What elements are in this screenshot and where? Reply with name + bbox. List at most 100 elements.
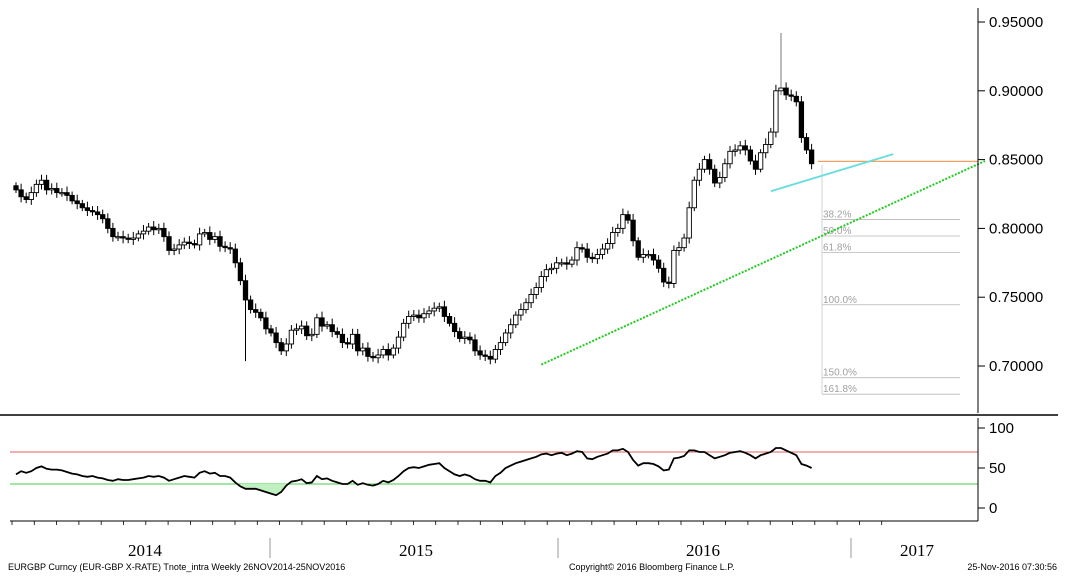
rsi-tick-label: 50 [989, 460, 1006, 477]
candle-body [737, 145, 743, 151]
candle-body [74, 200, 80, 205]
resistance-trend-line [770, 153, 894, 193]
candle-body [375, 354, 381, 359]
candle-body [712, 168, 718, 184]
candle-body [120, 236, 126, 239]
uptrend-line [540, 160, 986, 366]
candle-body [145, 226, 152, 232]
candle-body [620, 214, 626, 229]
candle-body [722, 163, 728, 178]
candle-body [43, 179, 50, 191]
year-label: 2015 [399, 541, 433, 560]
candle-body [584, 248, 590, 258]
candle-body [625, 214, 631, 221]
candle-body [671, 249, 677, 284]
candle-body [161, 227, 167, 238]
candle-body [411, 314, 417, 317]
candle-body [783, 87, 789, 96]
candle-body [696, 168, 703, 181]
candle-body [548, 267, 555, 271]
candle-body [487, 355, 493, 360]
candle-body [635, 240, 641, 258]
candle-body [604, 243, 611, 250]
candle-body [569, 259, 575, 265]
candle-body [559, 262, 565, 265]
candle-body [105, 218, 111, 229]
candle-body [314, 317, 320, 335]
candle-body [196, 233, 203, 246]
candle-body [446, 316, 453, 324]
candle-body [247, 299, 254, 311]
candle-body [406, 316, 412, 324]
candle-body [283, 343, 289, 352]
candle-body [33, 183, 40, 194]
candle-body [655, 259, 662, 269]
candle-body [706, 159, 713, 170]
candle-body [752, 160, 759, 170]
candle-body [355, 333, 361, 352]
price-tick-label: 0.85000 [989, 152, 1043, 169]
candle-body [258, 311, 264, 319]
candle-body [803, 137, 810, 151]
candle-body [645, 254, 652, 257]
candle-body [808, 149, 815, 165]
candle-body [768, 131, 774, 145]
price-tick-label: 0.80000 [989, 220, 1043, 237]
price-tick-label: 0.90000 [989, 83, 1043, 100]
candle-body [28, 192, 34, 200]
candle-body [217, 236, 223, 247]
rsi-tick-label: 0 [989, 500, 997, 517]
candle-body [467, 336, 473, 341]
candlesticks [13, 33, 815, 365]
candle-body [747, 149, 754, 162]
candle-body [492, 349, 499, 360]
candle-body [110, 227, 116, 238]
candle-body [13, 185, 19, 191]
candle-body [564, 262, 570, 265]
candle-body [788, 94, 794, 97]
candle-body [319, 317, 325, 327]
candle-body [426, 310, 432, 315]
candle-body [64, 192, 70, 196]
footer-timestamp: 25-Nov-2016 07:30:56 [967, 562, 1057, 572]
price-panel: 38.2% 50.0% 61.8% 100.0% 150.0% 161.8% [13, 33, 986, 395]
candle-body [732, 149, 738, 152]
candle-body [227, 247, 233, 250]
candle-body [100, 214, 106, 220]
rsi-oversold-fill [240, 484, 287, 496]
candle-body [349, 333, 356, 345]
candle-body [538, 276, 544, 289]
candle-body [763, 144, 769, 154]
trend-lines [540, 153, 986, 366]
candle-body [293, 328, 300, 331]
year-label: 2014 [128, 541, 163, 560]
fibonacci-levels: 38.2% 50.0% 61.8% 100.0% 150.0% 161.8% [821, 165, 960, 395]
candle-body [421, 313, 427, 319]
candle-body [681, 237, 687, 249]
candle-body [23, 196, 29, 200]
candle-body [462, 336, 468, 339]
candle-body [329, 324, 335, 333]
candle-body [304, 325, 310, 337]
candle-body [339, 333, 346, 344]
year-label: 2017 [900, 541, 935, 560]
candle-body [370, 355, 376, 359]
candle-body [615, 227, 621, 233]
candle-body [140, 230, 147, 235]
candle-body [543, 269, 550, 278]
candle-body [661, 267, 667, 283]
candle-body [89, 210, 96, 213]
candle-body [589, 256, 595, 260]
candle-body [778, 87, 784, 92]
candle-body [742, 145, 748, 151]
candle-body [727, 150, 733, 165]
candle-body [380, 349, 386, 356]
fib-level-label: 38.2% [823, 209, 851, 220]
price-tick-label: 0.75000 [989, 289, 1043, 306]
candle-body [54, 188, 60, 194]
candle-body [528, 293, 534, 304]
candle-body [222, 245, 228, 249]
candle-body [69, 194, 75, 202]
candle-body [599, 248, 606, 255]
time-axis [11, 521, 883, 558]
